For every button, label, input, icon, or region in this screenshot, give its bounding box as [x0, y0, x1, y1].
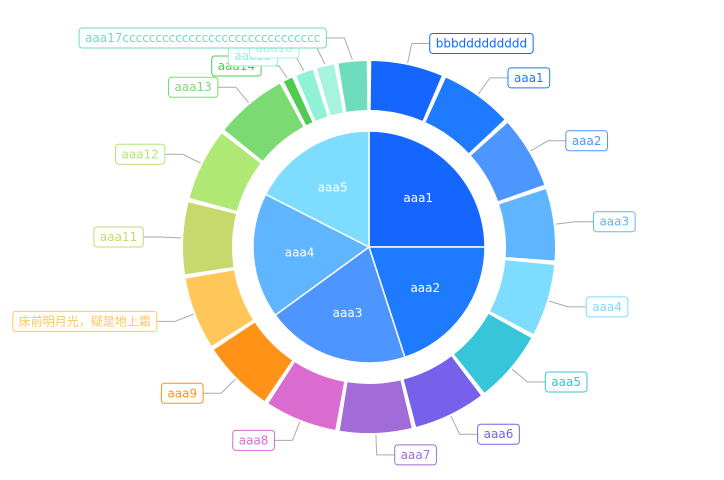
leader-line — [143, 236, 182, 239]
outer-slice-4[interactable] — [490, 260, 555, 335]
outer-slice-label: aaa2 — [572, 134, 602, 148]
outer-slice-label: aaa3 — [599, 215, 629, 229]
leader-line — [274, 421, 301, 441]
outer-label-box — [429, 32, 534, 54]
outer-slice-6[interactable] — [403, 356, 481, 427]
outer-label-box — [507, 67, 551, 89]
outer-slice-label: aaa5 — [551, 375, 581, 389]
outer-slice-label: aaa11 — [100, 230, 137, 244]
outer-slice-label: aaa17cccccccccccccccccccccccccccccc — [85, 31, 320, 45]
outer-slice-16[interactable] — [316, 64, 344, 116]
leader-line — [555, 221, 594, 225]
outer-label-box — [592, 211, 636, 233]
inner-slice-label: aaa1 — [403, 191, 433, 205]
outer-slice-12[interactable] — [189, 133, 261, 211]
outer-slice-5[interactable] — [454, 314, 532, 393]
outer-labels: bbbddddddddd aaa1 aaa2 aaa3 aaa4 aaa5 aaa6 aaa7… — [12, 27, 636, 466]
outer-label-box — [93, 226, 144, 248]
outer-slice-label: aaa1 — [514, 71, 544, 85]
outer-label-box — [114, 143, 166, 165]
outer-slice-15[interactable] — [296, 69, 328, 121]
inner-pie: aaa1 aaa2 aaa3 aaa4 aaa5 — [252, 130, 486, 364]
inner-slice-label: aaa4 — [285, 245, 315, 259]
outer-slice-2[interactable] — [471, 122, 545, 202]
leader-line — [477, 77, 509, 95]
outer-slice-label: aaa12 — [121, 147, 158, 161]
inner-slice-aaa3[interactable] — [274, 245, 406, 364]
outer-label-box — [394, 444, 437, 466]
leader-line — [203, 378, 236, 394]
outer-slice-label: 床前明月光，疑是地上霜 — [19, 313, 151, 328]
outer-slice-label: aaa7 — [401, 448, 431, 462]
outer-slice-label: aaa9 — [167, 386, 197, 400]
outer-slice-label: aaa8 — [239, 433, 269, 447]
outer-slice-label: aaa6 — [484, 427, 514, 441]
leader-line — [298, 47, 326, 65]
inner-slice-label: aaa3 — [333, 306, 363, 320]
leader-line — [261, 65, 288, 79]
outer-slice-17[interactable] — [338, 61, 368, 112]
inner-slice-aaa1[interactable] — [368, 130, 486, 248]
inner-slice-aaa5[interactable] — [264, 130, 370, 249]
inner-slice-aaa4[interactable] — [252, 193, 371, 317]
leader-line — [407, 42, 430, 64]
leader-line — [511, 368, 546, 383]
leader-line — [164, 153, 201, 164]
outer-label-box — [544, 371, 588, 393]
inner-slice-label: aaa2 — [410, 281, 440, 295]
outer-label-box — [160, 382, 204, 404]
inner-slice-aaa2[interactable] — [367, 246, 486, 359]
leader-line — [530, 140, 566, 152]
outer-label-box — [565, 130, 609, 152]
outer-label-box — [232, 429, 275, 451]
outer-slice-1[interactable] — [425, 77, 505, 154]
outer-slice-9[interactable] — [213, 322, 293, 401]
leader-line — [548, 300, 587, 308]
outer-label-box — [78, 27, 327, 49]
outer-slice-3[interactable] — [499, 189, 555, 261]
outer-slice-8[interactable] — [268, 362, 345, 430]
outer-slice-10[interactable] — [185, 270, 253, 346]
outer-label-box — [585, 296, 629, 318]
outer-label-box — [12, 310, 158, 332]
outer-slice-label: aaa4 — [592, 300, 622, 314]
leader-line — [450, 415, 478, 435]
outer-label-box — [167, 76, 219, 98]
outer-slice-14[interactable] — [283, 77, 313, 126]
outer-label-box — [477, 423, 520, 445]
outer-slice-13[interactable] — [224, 83, 304, 161]
outer-slice-11[interactable] — [183, 202, 237, 275]
leader-line — [156, 313, 194, 322]
outer-ring — [183, 61, 555, 434]
inner-slice-label: aaa5 — [318, 181, 348, 195]
leader-line — [375, 434, 395, 456]
outer-slice-0[interactable] — [370, 61, 442, 121]
outer-slice-7[interactable] — [339, 380, 412, 434]
leader-line — [217, 86, 250, 103]
outer-slice-label: bbbddddddddd — [436, 36, 527, 50]
leader-line — [326, 37, 353, 60]
outer-slice-label: aaa13 — [174, 80, 211, 94]
